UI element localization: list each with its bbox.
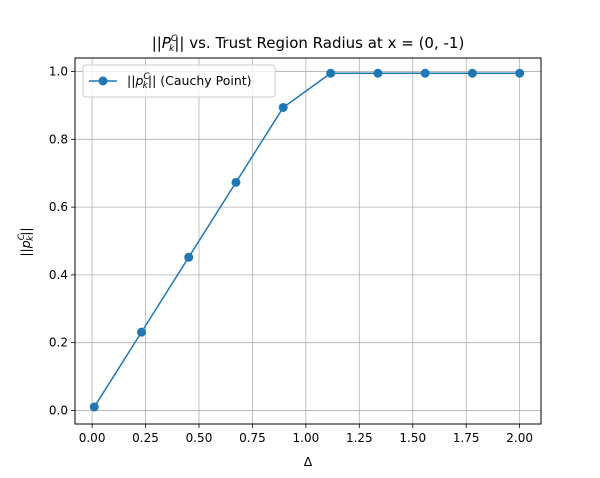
- y-tick-label: 0.4: [49, 268, 68, 282]
- chart-title: ||PC k|| vs. Trust Region Radius at x = (…: [152, 34, 465, 54]
- x-tick-label: 0.75: [239, 431, 266, 445]
- data-point: [184, 252, 194, 262]
- ticks: 0.00 0.25 0.50 0.75 1.00 1.25 1.50 1.75 2.00 0.0 0…: [49, 65, 533, 445]
- legend: ||pC k|| (Cauchy Point): [82, 64, 276, 98]
- y-tick-label: 0.2: [49, 336, 68, 350]
- data-point: [231, 177, 241, 187]
- data-point: [420, 68, 430, 78]
- data-point: [89, 402, 99, 412]
- x-tick-label: 1.50: [399, 431, 426, 445]
- series-layer: [89, 68, 525, 412]
- data-point: [373, 68, 383, 78]
- y-tick-label: 1.0: [49, 65, 68, 79]
- x-axis-label: Δ: [304, 454, 313, 469]
- legend-entry-label: ||pC k|| (Cauchy Point): [127, 72, 252, 91]
- y-axis-label: ||pCk||: [17, 227, 36, 256]
- legend-box: [82, 64, 276, 98]
- series-line: [93, 72, 520, 408]
- x-tick-label: 2.00: [506, 431, 533, 445]
- x-tick-label: 0.25: [132, 431, 159, 445]
- data-point: [467, 68, 477, 78]
- x-tick-label: 1.00: [293, 431, 320, 445]
- y-tick-label: 0.0: [49, 403, 68, 417]
- legend-marker-swatch: [98, 76, 108, 86]
- x-tick-label: 0.00: [79, 431, 106, 445]
- data-point: [326, 68, 336, 78]
- x-tick-label: 1.75: [453, 431, 480, 445]
- y-tick-label: 0.8: [49, 132, 68, 146]
- data-point: [515, 68, 525, 78]
- x-tick-label: 0.50: [186, 431, 213, 445]
- data-point: [136, 327, 146, 337]
- grid: [75, 58, 541, 424]
- x-tick-label: 1.25: [346, 431, 373, 445]
- plot-frame: [74, 57, 542, 425]
- y-tick-label: 0.6: [49, 200, 68, 214]
- data-point: [278, 102, 288, 112]
